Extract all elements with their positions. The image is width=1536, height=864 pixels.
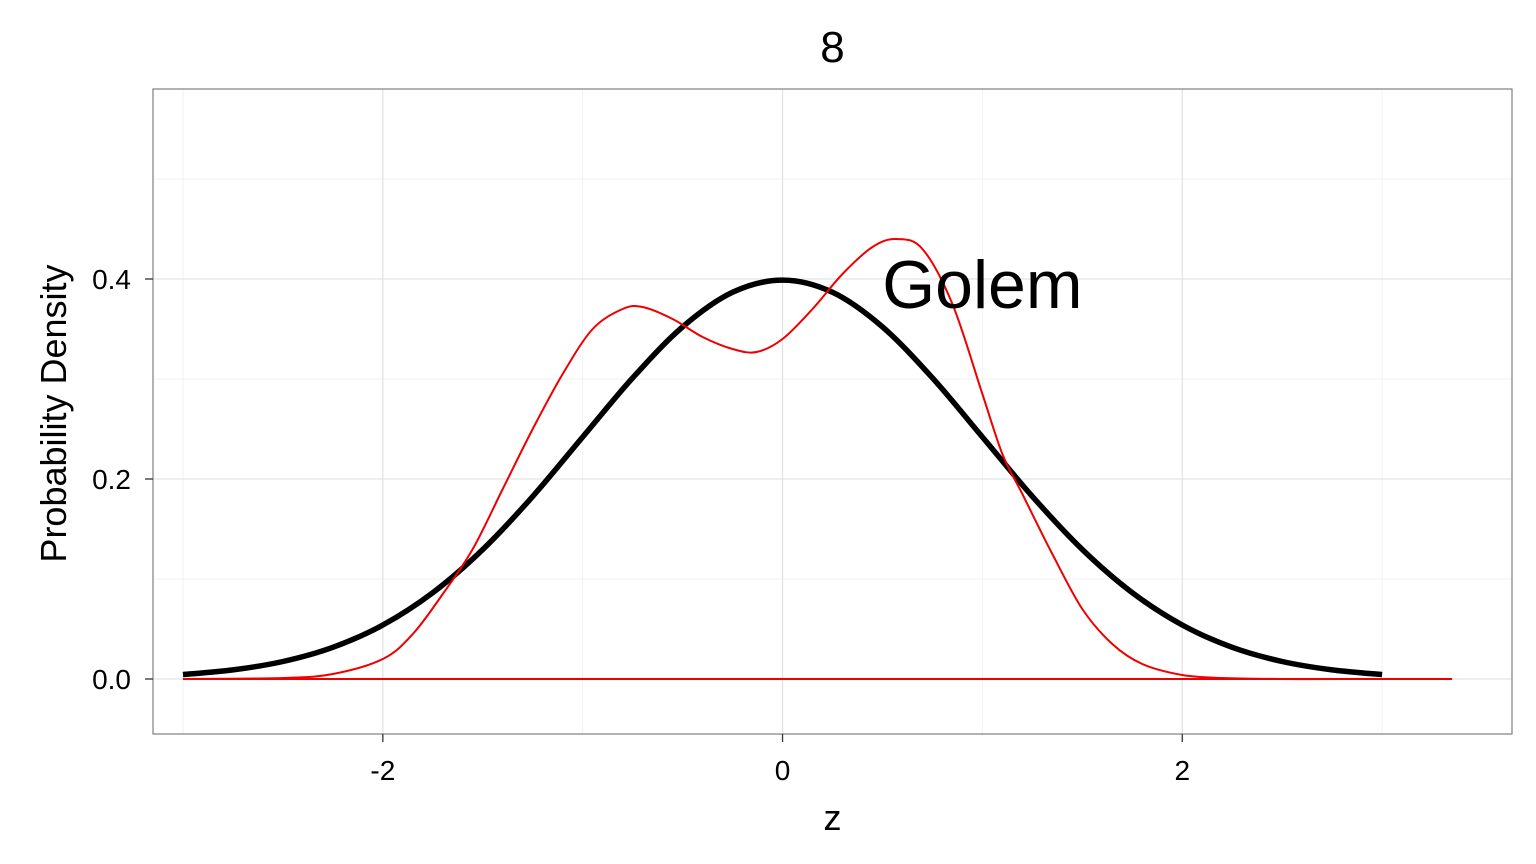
y-axis-title: Probability Density (33, 264, 74, 562)
x-tick-label: -2 (370, 755, 395, 786)
x-axis-title: z (824, 797, 842, 838)
normal-density-line (182, 277, 1383, 678)
ticks-layer: -2 0 2 0.0 0.2 0.4 (92, 264, 1190, 786)
y-tick-label: 0.4 (92, 264, 131, 295)
golem-annotation: Golem (882, 247, 1082, 323)
x-tick-label: 2 (1174, 755, 1190, 786)
y-tick-label: 0.0 (92, 664, 131, 695)
series-layer (182, 237, 1453, 681)
panel-border (152, 88, 1513, 735)
y-tick-label: 0.2 (92, 464, 131, 495)
chart-title: 8 (820, 23, 844, 72)
golem-density-line (182, 237, 1453, 681)
labels-layer: 8 z Probability Density Golem (33, 23, 1083, 838)
x-tick-label: 0 (775, 755, 791, 786)
